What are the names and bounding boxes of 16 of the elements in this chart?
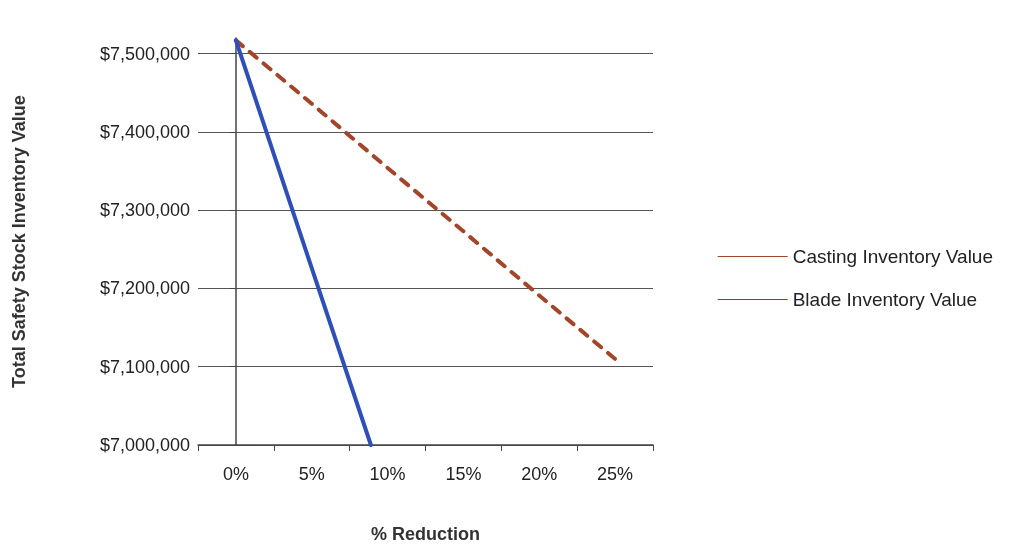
y-tick-label: $7,000,000 bbox=[99, 435, 190, 455]
y-tick-label: $7,300,000 bbox=[99, 200, 190, 221]
y-tick-label: $7,100,000 bbox=[99, 356, 190, 377]
y-tick-label: $7,500,000 bbox=[99, 43, 190, 64]
x-tick-label: 10% bbox=[369, 464, 406, 484]
y-axis-title: Total Safety Stock Inventory Value bbox=[9, 95, 29, 388]
legend-label: Blade Inventory Value bbox=[792, 289, 978, 310]
x-tick-label: 20% bbox=[521, 464, 558, 484]
legend-label: Casting Inventory Value bbox=[792, 246, 994, 267]
x-axis-title: % Reduction bbox=[370, 524, 481, 544]
y-tick-label: $7,400,000 bbox=[99, 121, 190, 142]
x-tick-label: 5% bbox=[298, 464, 325, 484]
x-tick-label: 25% bbox=[597, 464, 634, 484]
y-tick-label: $7,200,000 bbox=[99, 278, 190, 299]
x-tick-label: 0% bbox=[222, 464, 249, 484]
x-tick-label: 15% bbox=[445, 464, 482, 484]
